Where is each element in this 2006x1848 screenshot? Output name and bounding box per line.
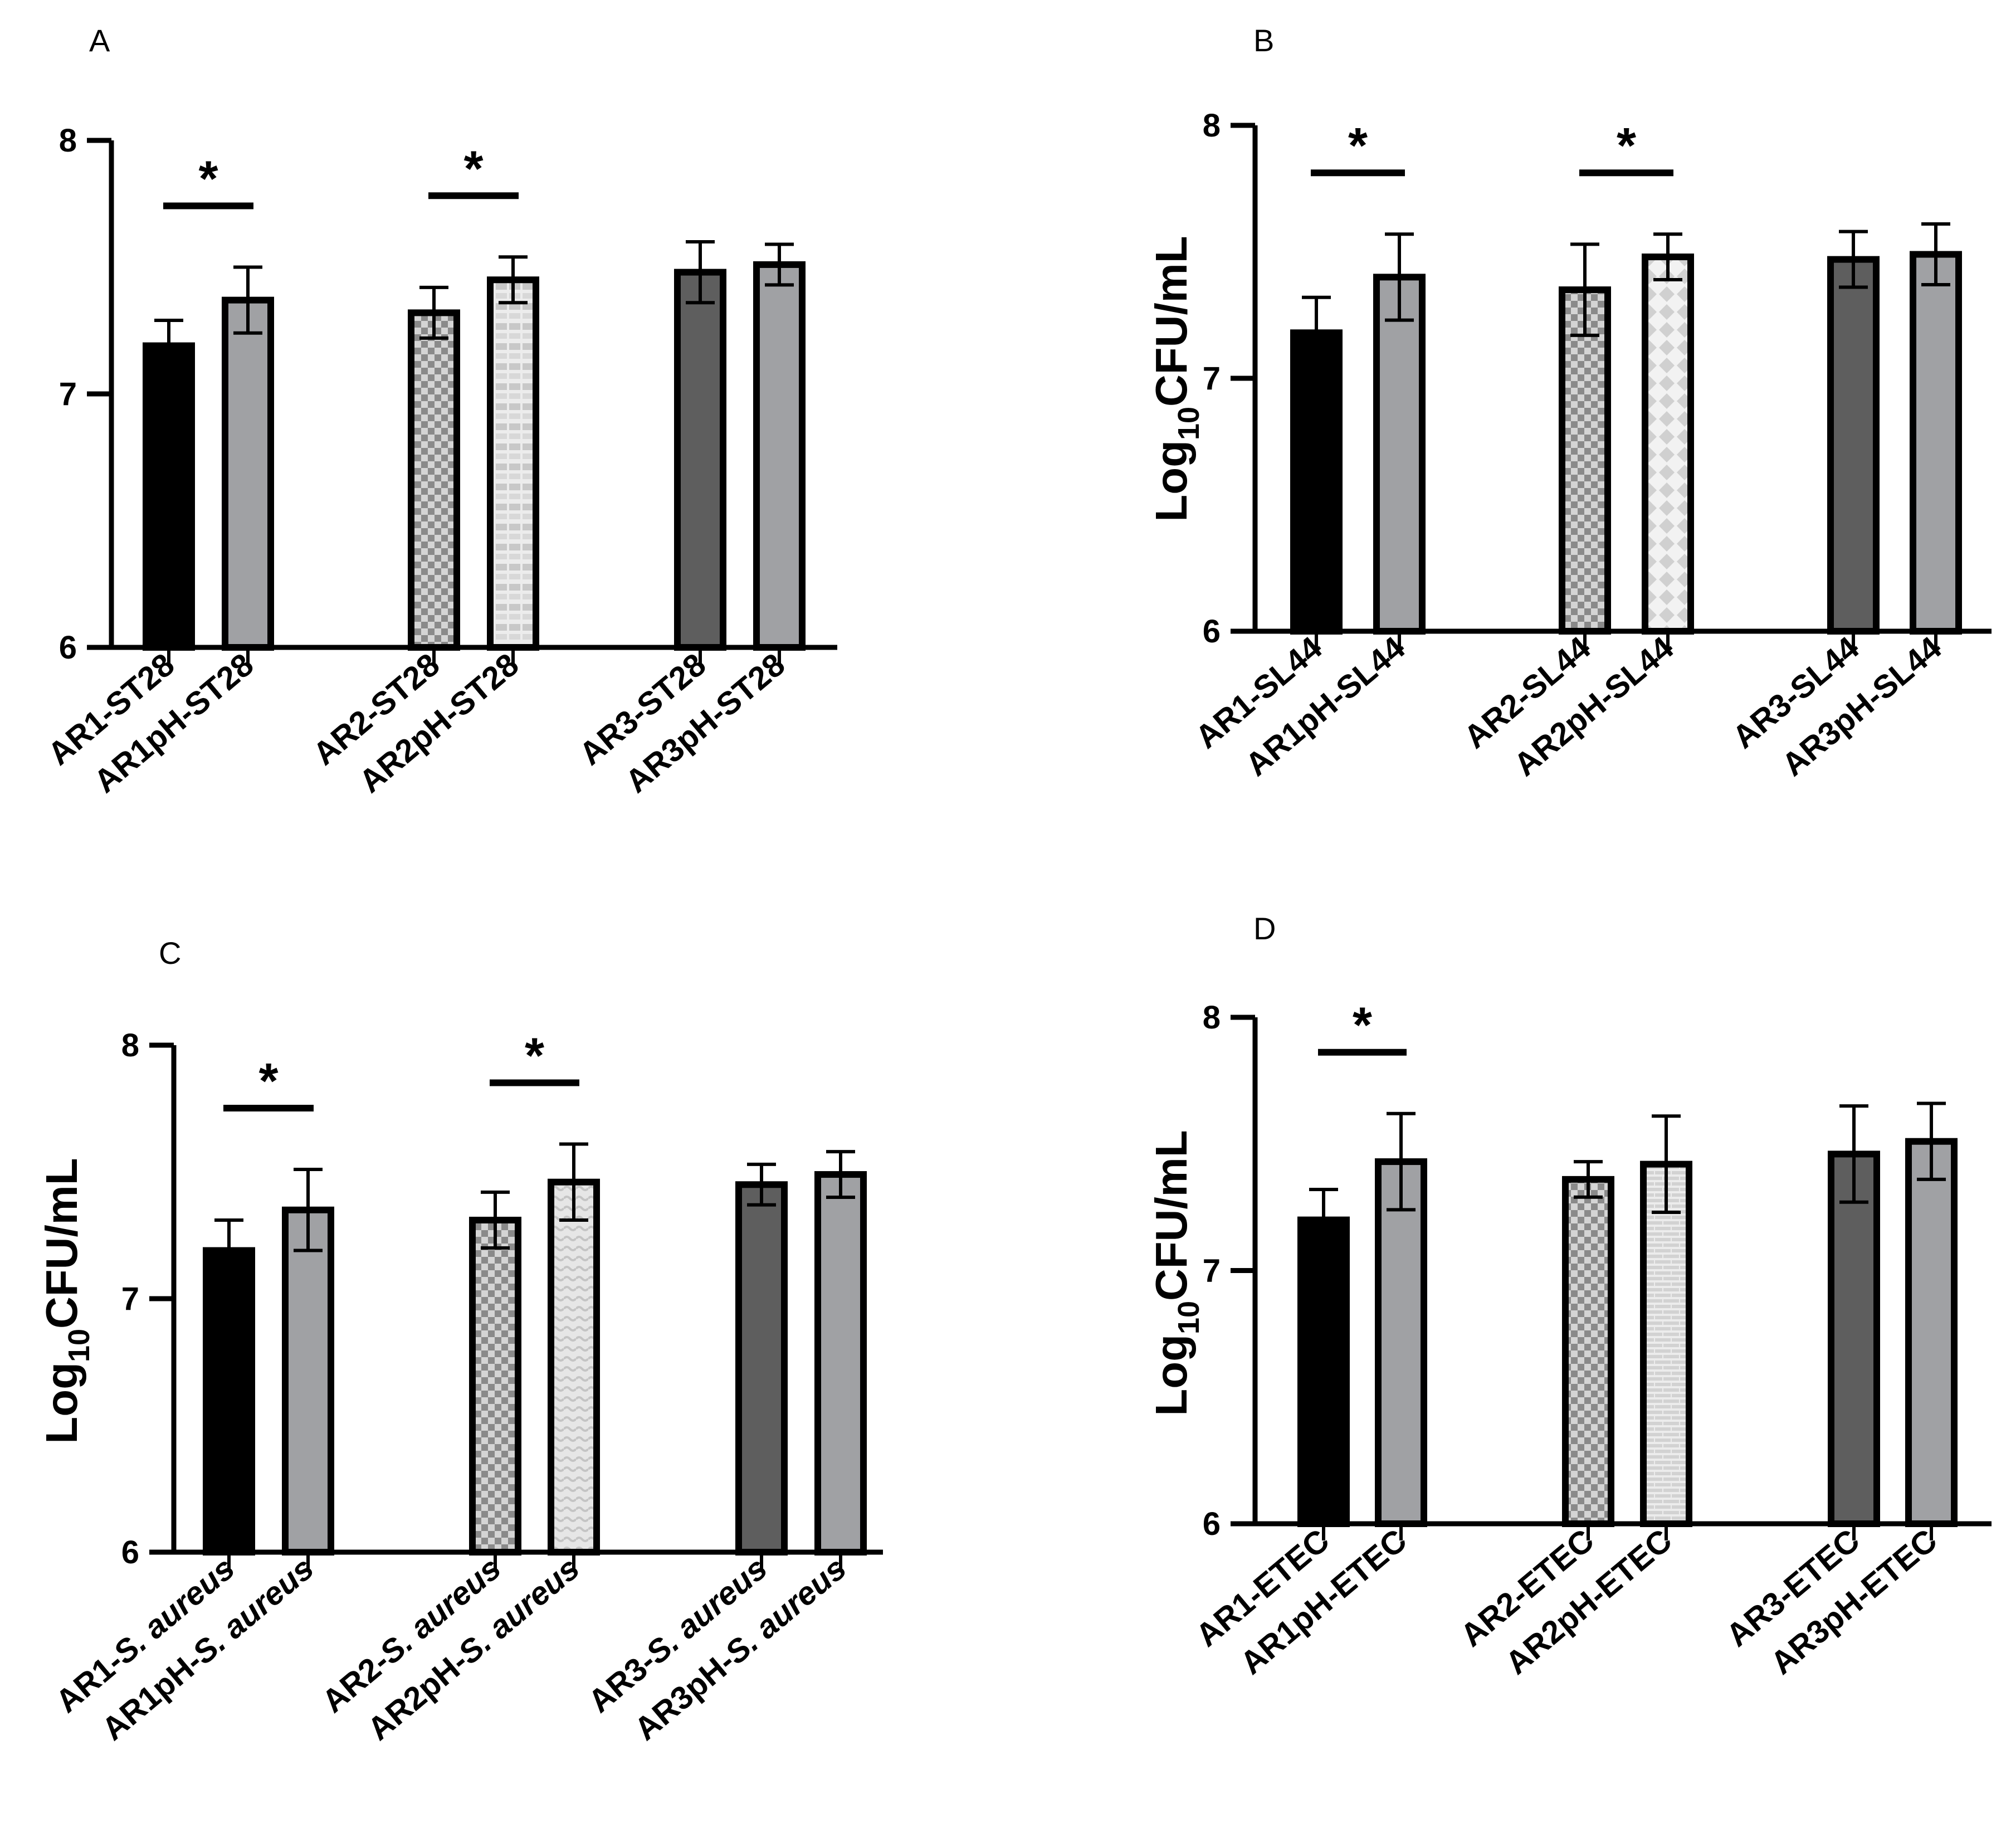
significance-star: * bbox=[1353, 998, 1372, 1054]
bar bbox=[1377, 277, 1422, 631]
panel-label: C bbox=[159, 935, 181, 971]
bar bbox=[551, 1182, 597, 1552]
bar bbox=[1913, 255, 1959, 631]
bar bbox=[1909, 1142, 1954, 1524]
significance-star: * bbox=[1617, 118, 1636, 174]
y-tick-label: 7 bbox=[121, 1281, 139, 1317]
y-tick-label: 8 bbox=[59, 123, 77, 159]
panel-label: B bbox=[1253, 23, 1274, 58]
bar bbox=[146, 346, 192, 647]
bar bbox=[285, 1210, 331, 1552]
bar bbox=[1643, 1164, 1689, 1524]
bar bbox=[1831, 260, 1876, 631]
bar bbox=[1562, 290, 1608, 631]
y-tick-label: 6 bbox=[121, 1534, 139, 1571]
chart-canvas: A678AR1-ST28AR1pH-ST28 AR2-ST28AR2pH-ST28… bbox=[0, 0, 2006, 1848]
bar bbox=[1645, 257, 1691, 631]
significance-star: * bbox=[525, 1028, 544, 1084]
y-tick-label: 8 bbox=[121, 1027, 139, 1064]
significance-star: * bbox=[198, 152, 218, 207]
y-tick-label: 6 bbox=[1203, 1506, 1221, 1542]
bar bbox=[411, 313, 457, 647]
y-axis-label: Log10CFU/mL bbox=[1146, 1130, 1205, 1416]
y-tick-label: 6 bbox=[1203, 613, 1221, 650]
y-tick-label: 7 bbox=[59, 376, 77, 412]
significance-star: * bbox=[1348, 118, 1368, 174]
bar bbox=[1831, 1154, 1877, 1524]
significance-star: * bbox=[463, 141, 483, 197]
bar bbox=[1294, 333, 1339, 631]
bar bbox=[490, 280, 536, 647]
y-tick-label: 8 bbox=[1203, 108, 1221, 144]
bar bbox=[225, 300, 271, 647]
bar bbox=[206, 1251, 252, 1552]
bar bbox=[472, 1220, 518, 1552]
y-tick-label: 8 bbox=[1203, 999, 1221, 1036]
bar bbox=[677, 272, 723, 647]
y-axis-label: Log10CFU/mL bbox=[1146, 236, 1205, 521]
y-tick-label: 7 bbox=[1203, 360, 1221, 397]
panel-label: A bbox=[89, 23, 110, 58]
panel-label: D bbox=[1253, 911, 1276, 946]
y-axis-label: Log10CFU/mL bbox=[37, 1158, 96, 1444]
significance-star: * bbox=[258, 1054, 278, 1109]
figure: A 6 7 8 AR1-ST28 AR1pH-ST28 AR2-ST28 AR2pH-ST28… bbox=[0, 0, 2006, 1848]
bar bbox=[1378, 1162, 1424, 1524]
bar bbox=[818, 1174, 863, 1552]
bar bbox=[739, 1184, 784, 1552]
bar bbox=[1565, 1179, 1611, 1524]
bar bbox=[1301, 1220, 1346, 1524]
bar bbox=[756, 265, 802, 647]
y-tick-label: 7 bbox=[1203, 1253, 1221, 1289]
y-tick-label: 6 bbox=[59, 630, 77, 666]
